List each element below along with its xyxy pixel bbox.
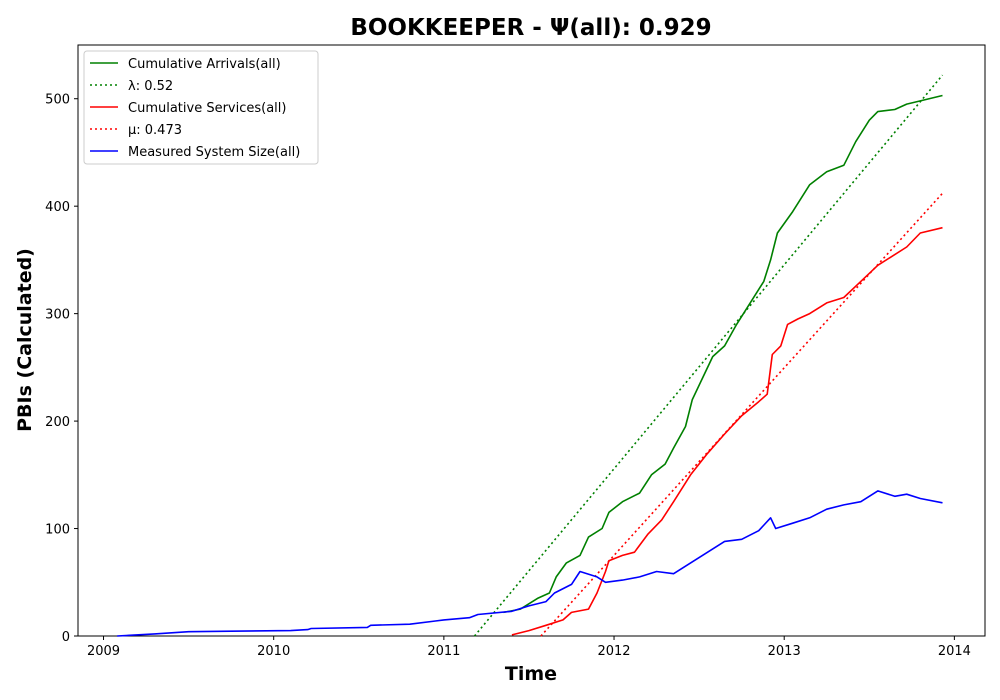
- chart-title: BOOKKEEPER - Ψ(all): 0.929: [350, 15, 711, 41]
- x-tick-label: 2013: [768, 644, 801, 659]
- y-tick-label: 0: [62, 630, 70, 645]
- x-tick-label: 2011: [427, 644, 460, 659]
- y-tick-label: 500: [45, 93, 70, 108]
- series-line-4: [117, 490, 943, 637]
- x-tick-label: 2009: [87, 644, 120, 659]
- series-line-1: [473, 74, 944, 637]
- legend-label: Cumulative Arrivals(all): [128, 57, 281, 72]
- legend-frame: [83, 50, 319, 165]
- legend: Cumulative Arrivals(all) λ: 0.52 Cumulativ…: [83, 50, 319, 165]
- y-tick-label: 100: [45, 523, 70, 538]
- series-line-0: [503, 94, 943, 614]
- series-line-3: [540, 192, 944, 637]
- y-axis-label: PBIs (Calculated): [14, 248, 36, 432]
- legend-label: Cumulative Services(all): [128, 101, 286, 116]
- legend-label: Measured System Size(all): [128, 145, 300, 160]
- x-axis-ticks: 2009 2010 2011 2012 2013 2014: [87, 636, 971, 659]
- plot-area: [77, 44, 986, 637]
- legend-label: μ: 0.473: [128, 123, 182, 138]
- x-tick-label: 2014: [938, 644, 971, 659]
- x-axis-label: Time: [505, 663, 557, 685]
- x-tick-label: 2010: [257, 644, 290, 659]
- y-tick-label: 200: [45, 415, 70, 430]
- x-tick-label: 2012: [597, 644, 630, 659]
- y-tick-label: 400: [45, 200, 70, 215]
- series-group: [117, 74, 944, 637]
- y-axis-ticks: 0 100 200 300 400 500: [45, 93, 78, 645]
- y-tick-label: 300: [45, 308, 70, 323]
- series-line-2: [511, 226, 943, 636]
- legend-label: λ: 0.52: [128, 79, 173, 94]
